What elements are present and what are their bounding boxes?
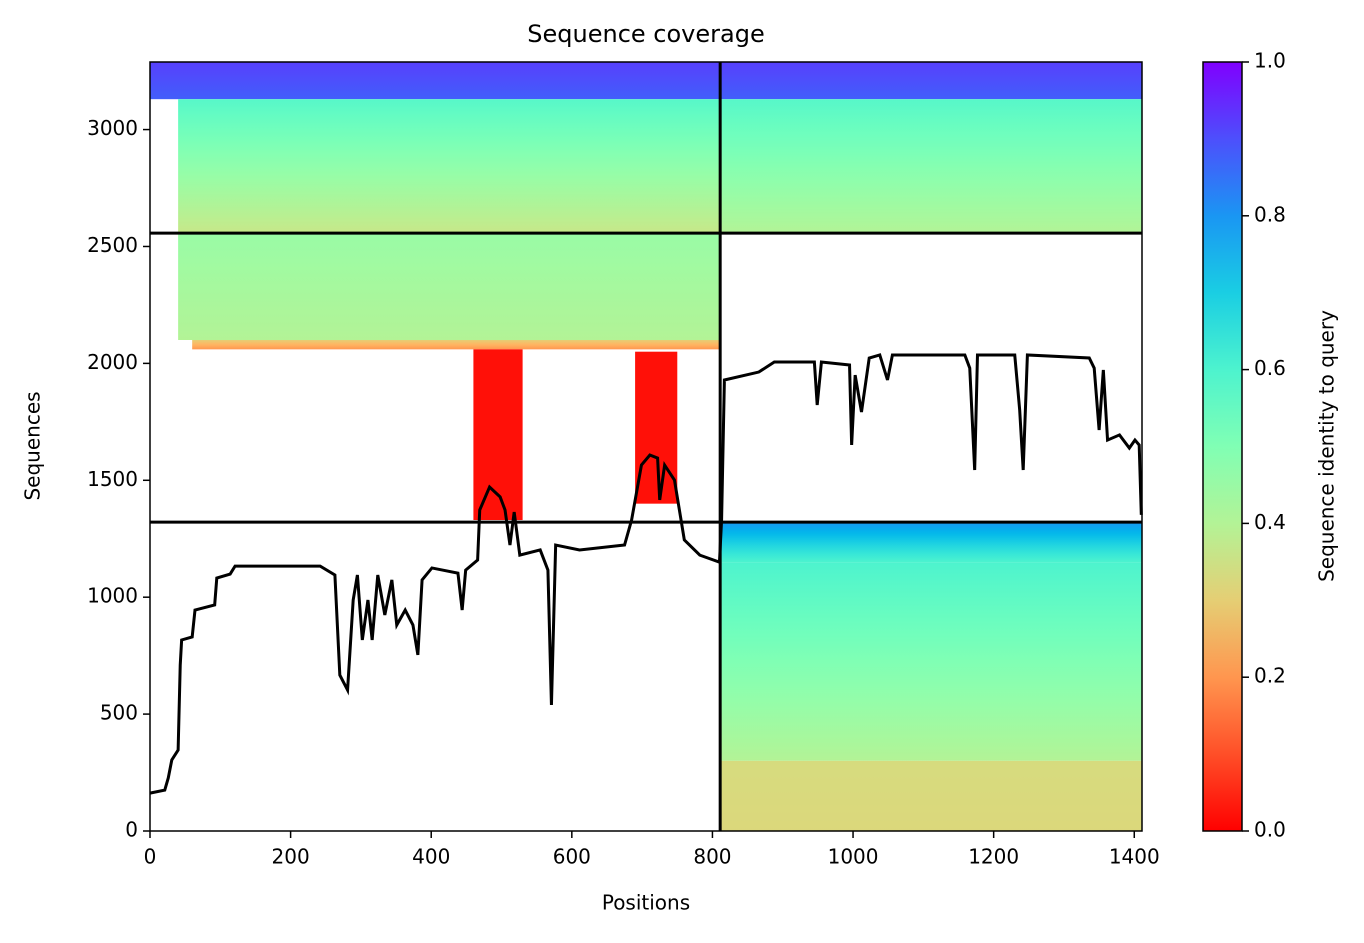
coverage-block bbox=[720, 562, 1142, 761]
coverage-block bbox=[720, 99, 1142, 234]
coverage-block bbox=[178, 233, 721, 340]
y-tick-label: 0 bbox=[125, 818, 138, 842]
y-tick-label: 1500 bbox=[87, 467, 138, 491]
colorbar-tick-label: 0.2 bbox=[1254, 664, 1286, 688]
x-tick-label: 1000 bbox=[828, 845, 879, 869]
colorbar-tick-label: 0.0 bbox=[1254, 818, 1286, 842]
x-tick-label: 0 bbox=[144, 845, 157, 869]
y-axis-label: Sequences bbox=[21, 391, 45, 500]
coverage-block bbox=[720, 522, 1142, 563]
colorbar-tick-label: 1.0 bbox=[1254, 49, 1286, 73]
coverage-block bbox=[192, 339, 721, 350]
coverage-block bbox=[720, 760, 1142, 831]
colorbar-label: Sequence identity to query bbox=[1315, 310, 1339, 582]
x-tick-label: 600 bbox=[553, 845, 591, 869]
coverage-line bbox=[149, 353, 1143, 795]
y-tick-label: 2500 bbox=[87, 233, 138, 257]
y-tick-label: 2000 bbox=[87, 350, 138, 374]
x-tick-label: 1200 bbox=[968, 845, 1019, 869]
x-tick-label: 1400 bbox=[1109, 845, 1160, 869]
coverage-block bbox=[473, 349, 523, 521]
y-tick-label: 500 bbox=[100, 701, 138, 725]
chart-title: Sequence coverage bbox=[527, 20, 764, 48]
x-tick-label: 400 bbox=[412, 845, 450, 869]
x-tick-label: 800 bbox=[693, 845, 731, 869]
plot-frame bbox=[149, 61, 1143, 832]
colorbar-tick-label: 0.4 bbox=[1254, 510, 1286, 534]
coverage-block bbox=[635, 351, 678, 504]
y-tick-label: 3000 bbox=[87, 116, 138, 140]
coverage-block bbox=[150, 62, 721, 100]
coverage-block bbox=[178, 99, 721, 234]
coverage-block bbox=[720, 62, 1142, 100]
colorbar-tick-label: 0.6 bbox=[1254, 356, 1286, 380]
x-tick-label: 200 bbox=[272, 845, 310, 869]
colorbar-tick-label: 0.8 bbox=[1254, 202, 1286, 226]
colorbar bbox=[1202, 61, 1243, 832]
y-tick-label: 1000 bbox=[87, 584, 138, 608]
x-axis-label: Positions bbox=[602, 891, 690, 915]
